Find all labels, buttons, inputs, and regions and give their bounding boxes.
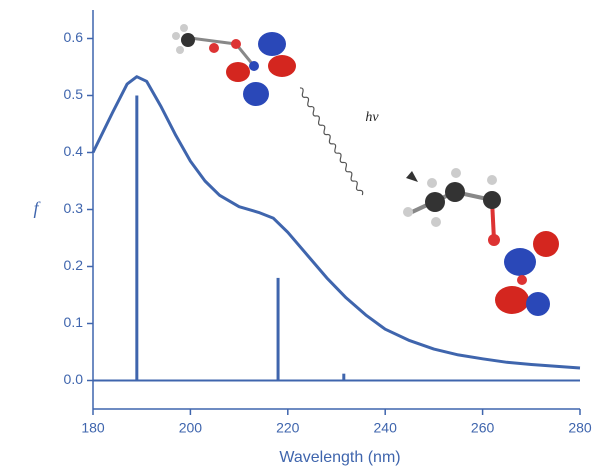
y-tick-label: 0.5 (64, 86, 84, 102)
x-tick-label: 200 (179, 420, 203, 436)
oscillator-stick (276, 277, 280, 381)
y-axis-label: f (33, 198, 41, 218)
oscillator-stick (342, 373, 346, 381)
y-tick-label: 0.0 (64, 371, 84, 387)
y-tick-label: 0.4 (64, 143, 84, 159)
x-tick-label: 220 (276, 420, 300, 436)
spectrum-line (91, 75, 581, 370)
molecule-1 (172, 24, 296, 106)
annotation: hv (365, 110, 379, 125)
y-tick-label: 0.6 (64, 29, 84, 45)
oscillator-stick (135, 95, 139, 381)
arrow-head (406, 171, 418, 182)
x-tick-label: 260 (471, 420, 495, 436)
molecule-2 (403, 168, 559, 316)
x-tick-label: 280 (568, 420, 592, 436)
y-tick-label: 0.2 (64, 257, 84, 273)
x-tick-label: 240 (374, 420, 398, 436)
x-axis-label: Wavelength (nm) (279, 449, 400, 466)
y-tick-label: 0.3 (64, 200, 84, 216)
y-tick-label: 0.1 (64, 314, 84, 330)
wavy-arrow (299, 87, 364, 196)
x-tick-label: 180 (81, 420, 105, 436)
